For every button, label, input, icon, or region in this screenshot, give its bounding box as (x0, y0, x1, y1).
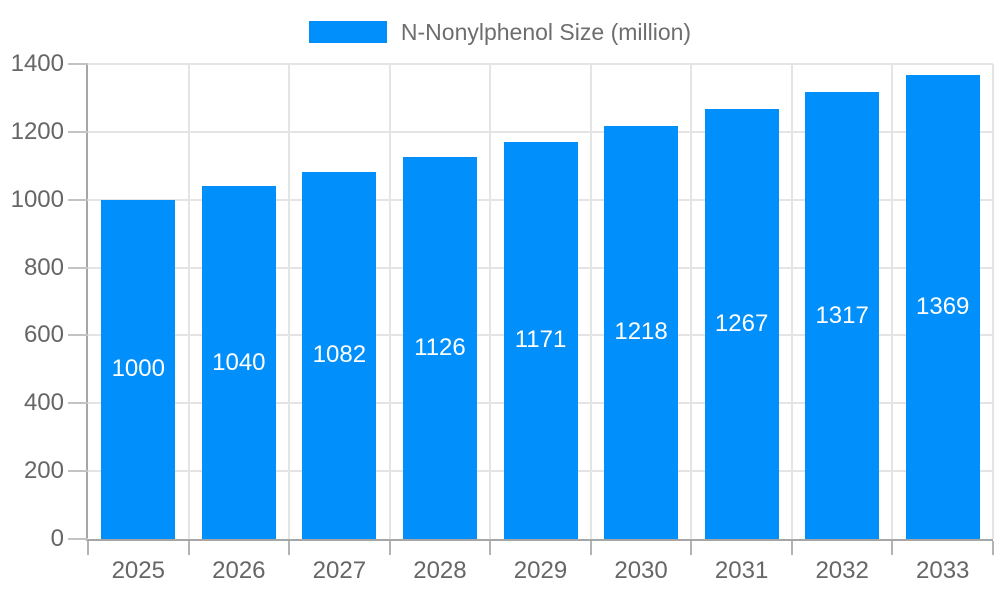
x-axis-label-2026: 2026 (212, 557, 266, 584)
y-tick-1000 (68, 198, 88, 201)
h-gridline-1400 (88, 63, 993, 65)
legend-label: N-Nonylphenol Size (million) (400, 19, 692, 45)
y-tick-600 (68, 334, 88, 337)
x-tick-8 (891, 541, 894, 555)
plot-area: 1000 1040 1082 1126 1171 1218 1267 1317 1369 (86, 63, 994, 541)
x-tick-5 (589, 541, 592, 555)
bar-value-label-2032: 1317 (815, 301, 869, 329)
x-axis-label-2033: 2033 (916, 557, 970, 584)
x-tick-0 (87, 541, 89, 555)
y-axis-label-1000: 1000 (10, 185, 64, 213)
x-axis-label-2032: 2032 (815, 557, 869, 584)
v-gridline-6 (690, 64, 693, 539)
bar-2026[interactable] (201, 186, 276, 539)
bar-value-label-2026: 1040 (212, 348, 266, 376)
bar-2031[interactable] (704, 109, 779, 539)
x-tick-9 (992, 541, 994, 555)
bar-2029[interactable] (503, 141, 578, 539)
bar-value-label-2030: 1218 (614, 318, 668, 346)
v-gridline-2 (288, 64, 291, 539)
x-tick-4 (489, 541, 492, 555)
v-gridline-4 (489, 64, 492, 539)
bar-2030[interactable] (604, 125, 679, 539)
bar-2032[interactable] (805, 92, 880, 539)
y-axis-label-600: 600 (23, 321, 64, 349)
v-gridline-7 (790, 64, 793, 539)
v-gridline-3 (388, 64, 391, 539)
y-axis-label-1200: 1200 (10, 117, 64, 145)
x-axis-label-2028: 2028 (413, 557, 467, 584)
x-axis-label-2030: 2030 (614, 557, 668, 584)
bar-value-label-2025: 1000 (111, 355, 165, 383)
y-tick-200 (68, 470, 88, 473)
x-axis-label-2025: 2025 (111, 557, 165, 584)
y-axis-label-400: 400 (23, 389, 64, 417)
bar-value-label-2028: 1126 (414, 333, 466, 361)
x-axis-label-2031: 2031 (714, 557, 769, 584)
x-tick-1 (187, 541, 190, 555)
y-tick-1400 (68, 63, 88, 65)
y-tick-400 (68, 402, 88, 405)
y-axis-label-1400: 1400 (10, 50, 64, 77)
bar-value-label-2033: 1369 (916, 292, 970, 320)
bar-2028[interactable] (402, 156, 477, 539)
bar-value-label-2027: 1082 (312, 341, 367, 369)
x-tick-2 (288, 541, 291, 555)
bar-2033[interactable] (905, 74, 980, 539)
y-tick-1200 (68, 130, 88, 133)
y-tick-800 (68, 266, 88, 269)
bar-value-label-2031: 1267 (714, 310, 769, 338)
x-tick-6 (690, 541, 693, 555)
v-gridline-1 (187, 64, 190, 539)
legend[interactable]: N-Nonylphenol Size (million) (0, 20, 1000, 44)
y-axis-label-200: 200 (23, 457, 64, 485)
x-axis-label-2029: 2029 (513, 557, 568, 584)
legend-marker-icon (308, 21, 387, 43)
v-gridline-8 (891, 64, 894, 539)
v-gridline-5 (589, 64, 592, 539)
bar-2027[interactable] (302, 171, 377, 539)
bar-2025[interactable] (101, 199, 176, 539)
x-axis-line (86, 539, 993, 541)
bar-value-label-2029: 1171 (514, 326, 567, 354)
x-axis-label-2027: 2027 (312, 557, 367, 584)
y-tick-0 (68, 538, 88, 540)
h-gridline-1200 (88, 130, 993, 133)
y-axis-label-800: 800 (23, 253, 64, 281)
y-axis-line (86, 64, 88, 539)
v-gridline-9 (992, 64, 994, 539)
y-axis-label-0: 0 (50, 525, 64, 552)
x-tick-3 (388, 541, 391, 555)
x-tick-7 (790, 541, 793, 555)
